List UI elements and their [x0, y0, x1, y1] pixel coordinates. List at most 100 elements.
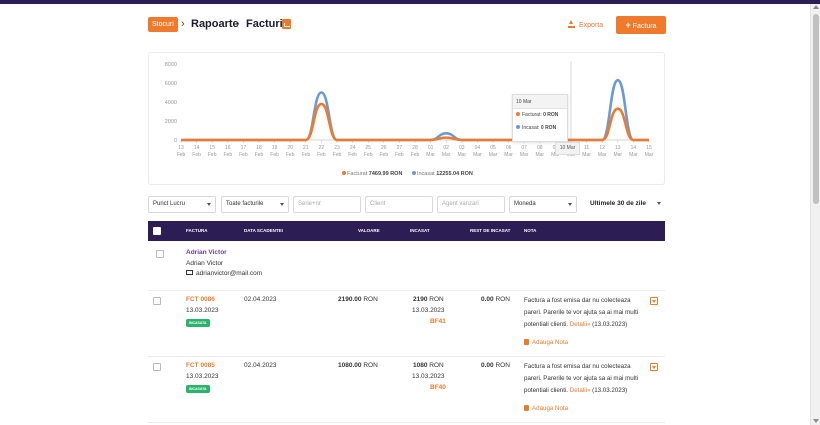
- tooltip-date: 10 Mar: [513, 95, 567, 109]
- paid-date: 13.03.2023: [412, 307, 445, 314]
- x-tick-label: 06: [506, 145, 512, 151]
- x-tick-label: 19: [272, 145, 278, 151]
- invoice-note: Factura a fost emisa dar nu colecteaza p…: [524, 363, 639, 394]
- x-tick-label: Mar: [426, 152, 435, 158]
- chart-tooltip: 10 Mar Facturat: 0 RON Incasat: 0 RON: [512, 94, 568, 142]
- client-checkbox[interactable]: [156, 250, 164, 258]
- receipt-link[interactable]: BF41: [430, 318, 446, 325]
- plus-icon: +: [625, 20, 631, 30]
- scrollbar-thumb[interactable]: [813, 14, 819, 204]
- x-tick-label: 17: [241, 145, 247, 151]
- invoice-value: 1080.00 RON: [338, 362, 378, 369]
- x-tick-label: 02: [443, 145, 449, 151]
- legend-dot: [411, 171, 416, 175]
- column-data-scadentei[interactable]: DATA SCADENTEI: [244, 228, 283, 233]
- punct-lucru-select[interactable]: Punct Lucru: [148, 196, 216, 213]
- add-factura-button[interactable]: + Factura: [616, 16, 666, 34]
- due-date: 02.04.2023: [244, 362, 277, 369]
- crosshair-label: 10 Mar: [555, 142, 580, 155]
- x-tick-label: Feb: [177, 152, 186, 158]
- x-tick-label: Feb: [395, 152, 404, 158]
- y-tick-label: 4000: [165, 100, 177, 106]
- period-select[interactable]: Ultimele 30 de zile: [586, 196, 665, 213]
- x-tick-label: Mar: [629, 152, 638, 158]
- invoice-number-link[interactable]: FCT 0085: [186, 362, 215, 369]
- scroll-up-icon[interactable]: [813, 5, 819, 9]
- serie-input[interactable]: Serie+nr: [293, 196, 361, 213]
- scroll-down-icon[interactable]: [813, 419, 819, 423]
- x-tick-label: 18: [256, 145, 262, 151]
- invoice-date: 13.03.2023: [186, 373, 219, 380]
- client-group: Adrian Victor Adrian Victor adrianvictor…: [148, 241, 665, 291]
- x-tick-label: Mar: [551, 152, 560, 158]
- row-menu-icon[interactable]: [650, 363, 658, 371]
- x-tick-label: 25: [365, 145, 371, 151]
- column-factura[interactable]: FACTURA: [186, 228, 208, 233]
- upload-icon: [568, 20, 575, 28]
- x-tick-label: 22: [319, 145, 325, 151]
- x-tick-label: Feb: [192, 152, 201, 158]
- paid-date: 13.03.2023: [412, 373, 445, 380]
- agent-input[interactable]: Agent vanzari: [437, 196, 505, 213]
- column-valoare[interactable]: VALOARE: [358, 228, 380, 233]
- x-tick-label: Feb: [348, 152, 357, 158]
- breadcrumb-rapoarte[interactable]: Rapoarte: [191, 18, 239, 30]
- breadcrumb-stocuri[interactable]: Stocuri: [148, 17, 178, 32]
- x-tick-label: Feb: [270, 152, 279, 158]
- column-incasat[interactable]: INCASAT: [410, 228, 430, 233]
- series-line-incasat: [181, 78, 649, 142]
- table-row: FCT 0085 13.03.2023 INCASATA 02.04.2023 …: [148, 357, 665, 423]
- invoice-date: 13.03.2023: [186, 307, 219, 314]
- receipt-link[interactable]: BF40: [430, 384, 446, 391]
- page-title: Facturi: [246, 18, 283, 30]
- column-nota[interactable]: NOTA: [524, 228, 537, 233]
- row-menu-icon[interactable]: [650, 297, 658, 305]
- x-tick-label: Feb: [411, 152, 420, 158]
- invoice-number-link[interactable]: FCT 0086: [186, 296, 215, 303]
- x-tick-label: 24: [350, 145, 356, 151]
- x-tick-label: Mar: [598, 152, 607, 158]
- status-badge: INCASATA: [186, 319, 210, 327]
- legend-item-facturat[interactable]: Facturat 7469.99 RON: [342, 171, 404, 177]
- client-input[interactable]: Client: [365, 196, 433, 213]
- row-checkbox[interactable]: [153, 363, 161, 371]
- y-tick-label: 0: [174, 138, 177, 144]
- excel-icon[interactable]: [282, 19, 291, 29]
- breadcrumb-separator: ›: [181, 18, 185, 30]
- select-all-checkbox[interactable]: [153, 227, 161, 235]
- top-accent-bar: [0, 0, 820, 4]
- x-tick-label: 13: [615, 145, 621, 151]
- x-tick-label: Mar: [473, 152, 482, 158]
- page-scrollbar[interactable]: [810, 4, 820, 425]
- moneda-select[interactable]: Moneda: [509, 196, 577, 213]
- rest-amount: 0.00 RON: [481, 362, 510, 369]
- invoices-chart: 8000600040002000013Feb14Feb15Feb16Feb17F…: [165, 61, 654, 158]
- invoice-value: 2190.00 RON: [338, 296, 378, 303]
- details-link[interactable]: Detalii»: [569, 387, 591, 394]
- status-badge: INCASATA: [186, 385, 210, 393]
- legend-dot: [342, 171, 347, 175]
- x-tick-label: 07: [521, 145, 527, 151]
- x-tick-label: Feb: [208, 152, 217, 158]
- x-tick-label: Mar: [582, 152, 591, 158]
- row-checkbox[interactable]: [153, 297, 161, 305]
- legend-item-incasat[interactable]: Incasat 12255.04 RON: [411, 171, 473, 177]
- export-button[interactable]: Exporta: [568, 17, 603, 34]
- tooltip-row-facturat: Facturat: 0 RON: [513, 109, 567, 122]
- chevron-down-icon: [568, 203, 572, 206]
- series-line-facturat: [181, 102, 649, 142]
- client-name-link[interactable]: Adrian Victor: [186, 249, 227, 256]
- client-email[interactable]: adrianvictor@mail.com: [186, 270, 262, 277]
- tooltip-dot: [516, 125, 520, 129]
- y-tick-label: 8000: [165, 62, 177, 68]
- add-note-button[interactable]: Adauga Nota: [524, 339, 568, 346]
- mail-icon: [186, 270, 193, 275]
- rest-amount: 0.00 RON: [481, 296, 510, 303]
- table-row: FCT 0086 13.03.2023 INCASATA 02.04.2023 …: [148, 291, 665, 357]
- details-link[interactable]: Detalii»: [569, 321, 591, 328]
- x-tick-label: Feb: [223, 152, 232, 158]
- x-tick-label: Feb: [317, 152, 326, 158]
- column-rest[interactable]: REST DE INCASAT: [470, 228, 511, 233]
- add-note-button[interactable]: Adauga Nota: [524, 405, 568, 412]
- facturi-select[interactable]: Toate facturile: [221, 196, 289, 213]
